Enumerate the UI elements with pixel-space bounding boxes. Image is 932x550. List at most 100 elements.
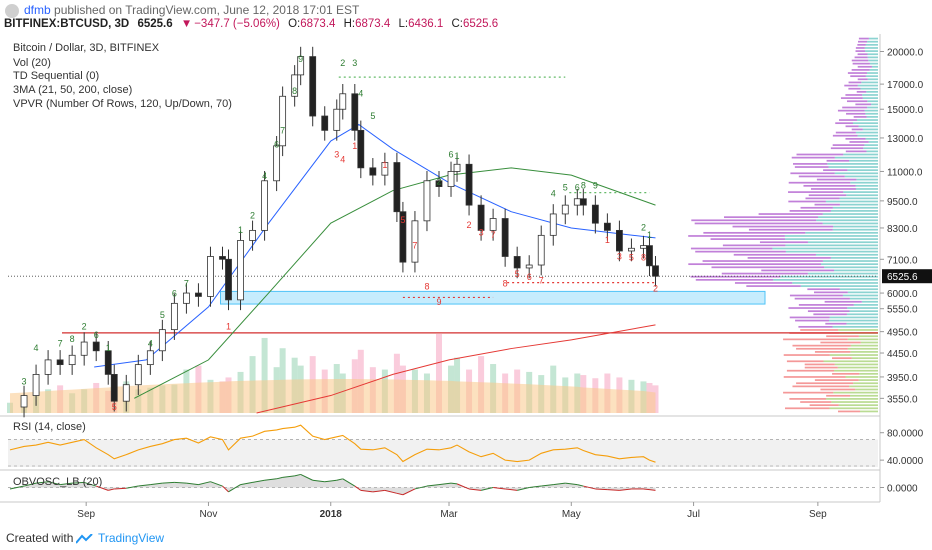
obv-line-segment <box>493 487 506 490</box>
ma200-line <box>256 324 656 414</box>
price-tick-label: 8300.0 <box>887 224 918 235</box>
td-count-label: 6 <box>172 288 177 298</box>
tradingview-brand[interactable]: TradingView <box>98 531 165 545</box>
obv-line-segment <box>649 489 656 491</box>
vpvr-bar-up <box>843 153 878 156</box>
vpvr-bar-down <box>800 329 839 331</box>
vpvr-bar-down <box>842 106 868 109</box>
vpvr-bar-down <box>746 285 801 287</box>
vpvr-bar-down <box>823 169 848 172</box>
vpvr-bar-up <box>839 197 878 200</box>
vpvr-bar-down <box>788 191 844 193</box>
candle-body <box>92 341 100 352</box>
header: dfmb published on TradingView.com, June … <box>0 0 932 34</box>
obv-line-segment <box>9 485 25 490</box>
vpvr-bar-up <box>867 106 878 109</box>
vpvr-bar-up <box>772 247 878 250</box>
vpvr-bar-down <box>710 238 786 240</box>
vpvr-bar-down <box>748 228 833 231</box>
vpvr-bar-down <box>854 56 868 59</box>
vpvr-bar-up <box>818 216 878 219</box>
td-count-label: 2 <box>641 222 646 232</box>
candle-body <box>237 240 244 301</box>
candle-body <box>465 163 473 206</box>
obv-line-segment <box>450 482 458 485</box>
vpvr-bar-up <box>838 404 878 407</box>
price-tick-label: 4450.0 <box>887 349 918 360</box>
obv-line-segment <box>360 489 373 493</box>
vpvr-bar-up <box>829 316 878 319</box>
vpvr-bar-up <box>846 322 878 325</box>
candle-body <box>393 162 401 213</box>
vpvr-bar-down <box>845 137 866 140</box>
vpvr-bar-up <box>785 250 878 253</box>
vpvr-bar-up <box>853 382 878 385</box>
obv-line-segment <box>541 484 554 487</box>
td-count-label: 5 <box>515 269 520 279</box>
vpvr-bar-down <box>858 40 868 43</box>
vpvr-bar-up <box>857 134 878 137</box>
td-count-label: 8 <box>641 253 646 263</box>
td-count-label: 8 <box>581 181 586 191</box>
vpvr-bar-down <box>722 244 786 247</box>
td-count-label: 4 <box>551 189 556 199</box>
obv-line-segment <box>517 487 530 491</box>
td-count-label: 2 <box>82 322 87 332</box>
obv-line-segment <box>583 485 596 490</box>
vpvr-bar-up <box>862 97 878 99</box>
price-tick-label: 6000.0 <box>887 289 918 300</box>
vpvr-bar-down <box>853 116 867 118</box>
obv-line-segment <box>553 482 566 486</box>
vpvr-bar-down <box>804 366 838 369</box>
candle-body <box>513 256 521 269</box>
vpvr-bar-down <box>851 69 870 71</box>
vpvr-bar-down <box>849 141 869 143</box>
vpvr-bar-up <box>785 244 878 247</box>
obv-line-segment <box>312 479 325 483</box>
vpvr-bar-down <box>807 288 840 291</box>
ma50-line <box>134 167 656 399</box>
vpvr-bar-up <box>825 200 878 203</box>
candle-body <box>525 264 533 269</box>
candle-body <box>640 245 647 249</box>
vpvr-bar-up <box>830 257 878 259</box>
vpvr-bar-up <box>869 69 878 71</box>
candle-body <box>122 384 130 402</box>
td-count-label: 8 <box>70 334 75 344</box>
vpvr-bar-down <box>825 322 847 325</box>
vpvr-bar-down <box>840 97 863 99</box>
vpvr-bar-up <box>822 213 878 215</box>
vpvr-bar-up <box>868 37 878 40</box>
vpvr-bar-down <box>788 200 826 203</box>
obv-line-segment <box>643 488 650 491</box>
vpvr-bar-down <box>850 75 866 78</box>
candle-body <box>219 256 226 260</box>
vpvr-bar-up <box>834 269 878 272</box>
vpvr-bar-down <box>845 125 859 128</box>
vpvr-bar-down <box>793 163 828 165</box>
candle-body <box>435 180 443 188</box>
obv-line-segment <box>402 488 416 496</box>
price-tick-label: 17000.0 <box>887 80 924 91</box>
vpvr-bar-down <box>747 257 831 259</box>
obv-line-segment <box>336 478 343 481</box>
vpvr-bar-down <box>690 247 773 250</box>
candle-body <box>616 229 623 252</box>
author-link[interactable]: dfmb <box>24 3 51 17</box>
vpvr-bar-up <box>847 169 878 172</box>
vpvr-bar-up <box>865 137 878 140</box>
open-label: O: <box>288 18 301 30</box>
vpvr-bar-down <box>796 347 848 350</box>
vpvr-bar-up <box>858 335 878 338</box>
candle-body <box>477 204 485 231</box>
obv-line-segment <box>114 487 127 490</box>
vpvr-bar-down <box>814 291 848 294</box>
vpvr-bar-down <box>798 304 854 306</box>
vpvr-bar-down <box>845 150 867 153</box>
td-count-label: 5 <box>370 111 375 121</box>
vpvr-bar-up <box>856 178 878 181</box>
vpvr-bar-up <box>867 78 878 81</box>
vpvr-bar-up <box>838 329 878 331</box>
vpvr-bar-up <box>843 191 878 193</box>
